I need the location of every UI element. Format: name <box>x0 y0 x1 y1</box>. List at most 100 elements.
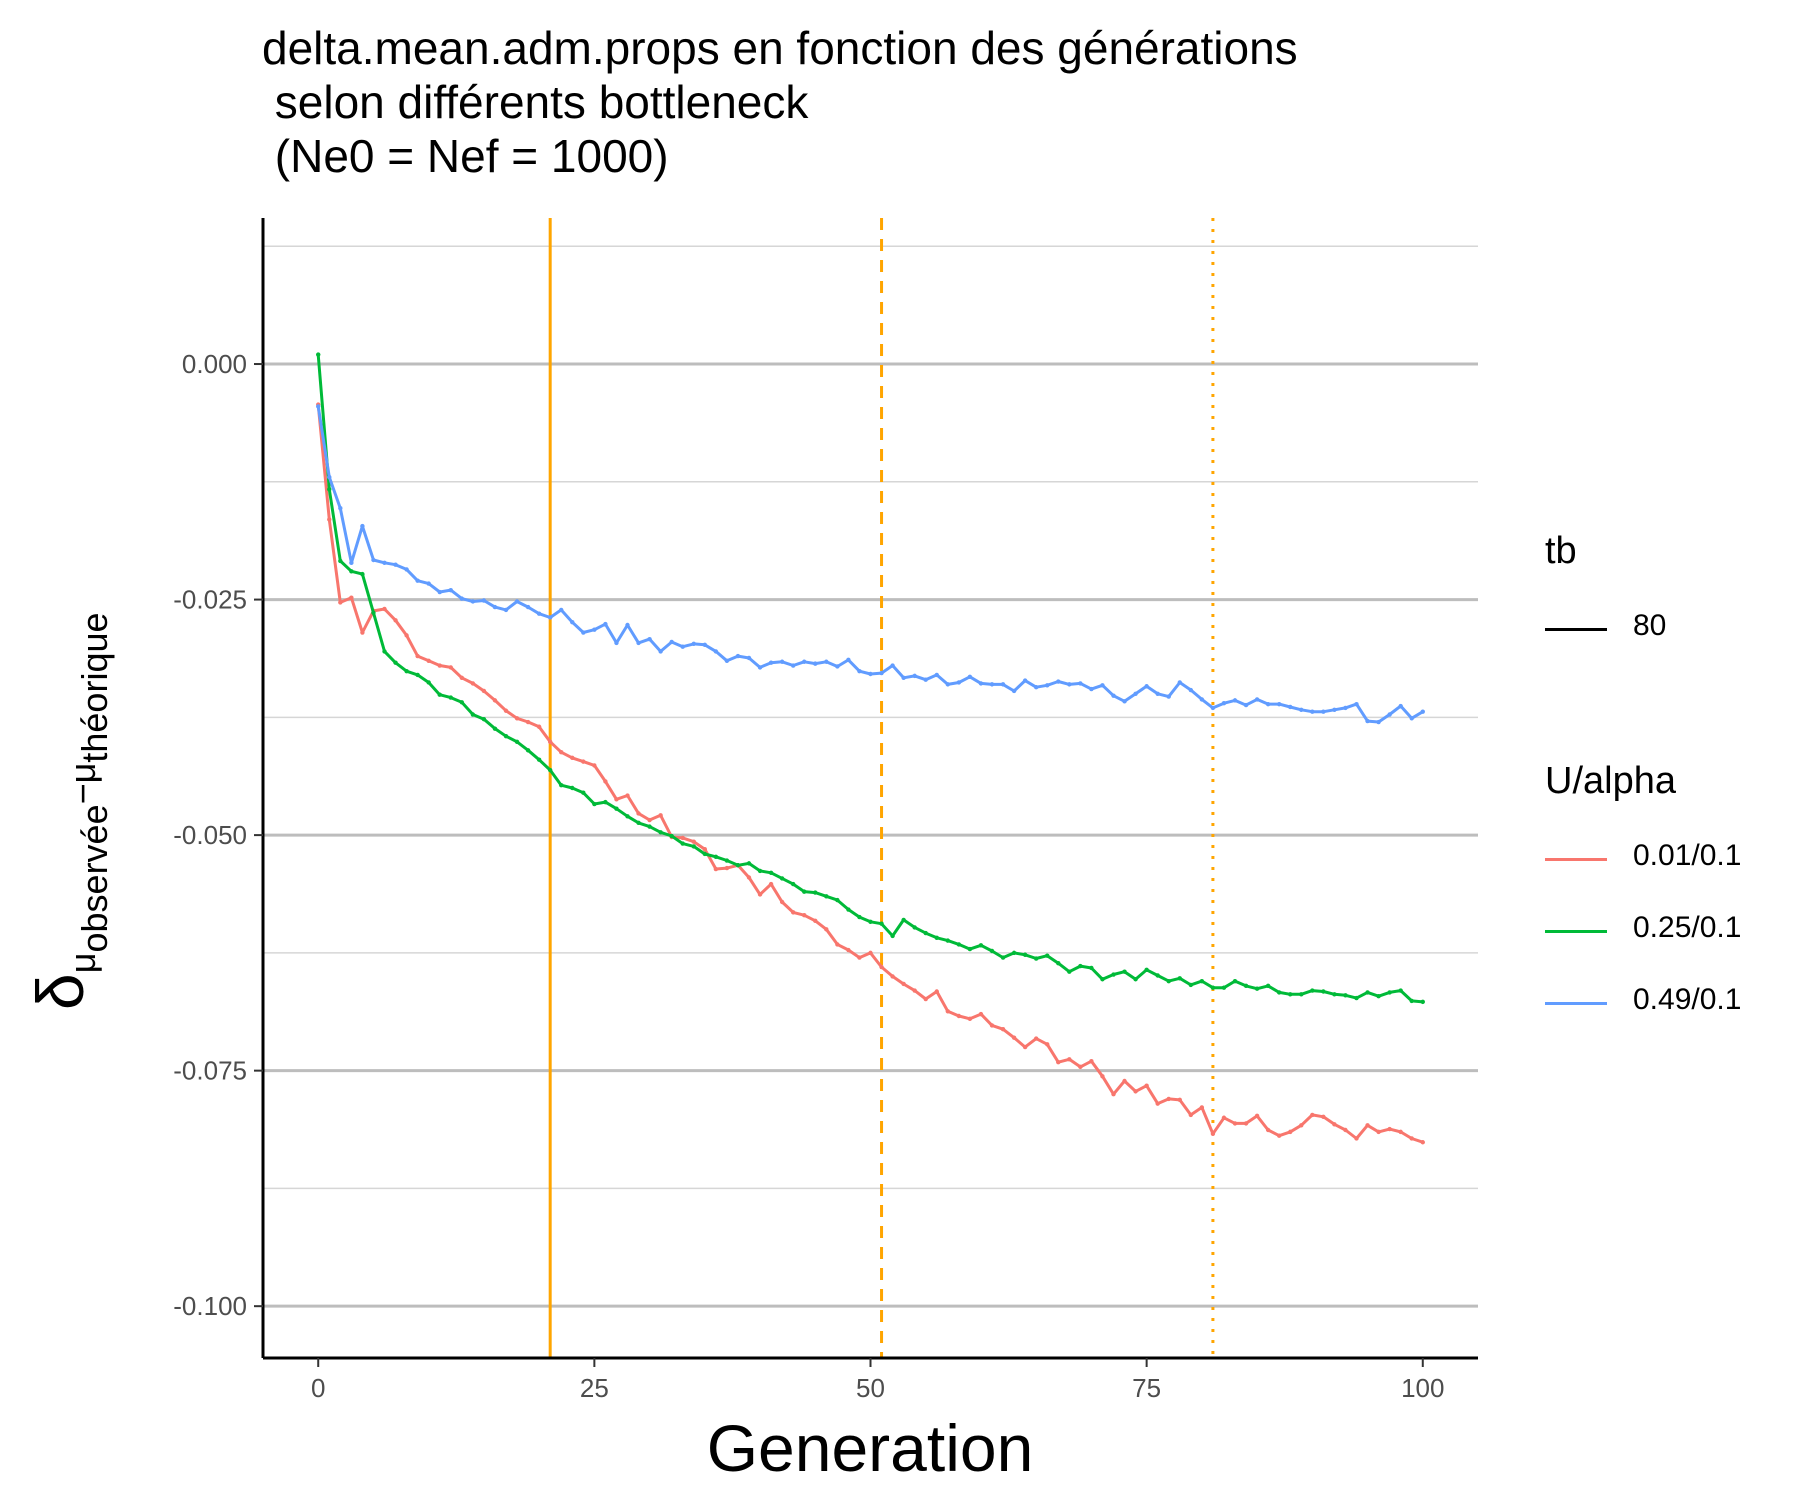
series-1-point <box>492 698 498 703</box>
series-2-point <box>393 660 398 665</box>
series-3-point <box>1299 707 1304 713</box>
series-2-point <box>1089 965 1094 971</box>
series-1-point <box>1210 1131 1216 1136</box>
ylab-mu2: μ <box>62 762 103 784</box>
legend-item-2: 0.25/0.1 <box>1545 907 1800 957</box>
title-line-2: selon différents bottleneck <box>262 76 809 128</box>
x-tick-label: 50 <box>856 1373 885 1403</box>
series-2-point <box>901 917 906 923</box>
series-3-point <box>1100 683 1105 688</box>
series-1-point <box>1056 1059 1061 1065</box>
series-1-point <box>1243 1121 1249 1126</box>
series-1-point <box>1000 1026 1006 1032</box>
series-3-point <box>338 505 343 511</box>
series-1-point <box>1232 1121 1238 1126</box>
series-2-point <box>669 833 674 839</box>
legend-label-2: 0.25/0.1 <box>1633 911 1742 944</box>
series-1-point <box>1254 1113 1260 1119</box>
series-2-point <box>1000 955 1006 960</box>
series-2-point <box>1067 969 1072 974</box>
series-1-point <box>1299 1123 1304 1128</box>
series-2-point <box>1133 977 1138 982</box>
series-3-point <box>1354 701 1359 707</box>
series-2-point <box>470 712 476 717</box>
series-3-point <box>989 682 995 687</box>
series-1-point <box>581 759 586 764</box>
series-2-point <box>857 914 862 920</box>
series-3-point <box>1343 705 1348 711</box>
series-3-point <box>1089 686 1094 692</box>
series-1-point <box>1409 1136 1414 1141</box>
x-axis-title: Generation <box>706 1411 1034 1485</box>
legend-label-1: 0.01/0.1 <box>1633 839 1742 872</box>
series-2-point <box>1409 998 1414 1004</box>
series-3-point <box>1243 702 1249 708</box>
series-1-point <box>1354 1136 1359 1141</box>
series-2-point <box>835 897 840 903</box>
series-1-point <box>360 630 365 635</box>
series-2-point <box>724 858 730 863</box>
series-2-point <box>647 824 652 829</box>
series-2-point <box>868 919 873 924</box>
series-1-point <box>1321 1114 1326 1120</box>
series-1-point <box>1111 1091 1116 1097</box>
series-2-point <box>603 799 608 805</box>
series-2-point <box>437 692 442 697</box>
series-2-point <box>1022 952 1028 957</box>
series-2-point <box>592 801 597 807</box>
series-2-point <box>956 942 962 947</box>
series-3-point <box>559 607 564 613</box>
series-2-point <box>846 907 851 912</box>
series-1-point <box>1122 1078 1127 1084</box>
series-1-point <box>1155 1101 1160 1106</box>
series-1-point <box>901 981 906 987</box>
x-tick-label: 25 <box>580 1373 609 1403</box>
series-2-point <box>813 890 818 895</box>
series-1-point <box>813 918 818 924</box>
series-1-point <box>349 595 354 600</box>
series-2-point <box>547 767 553 773</box>
series-2-point <box>1199 978 1205 984</box>
series-1-point <box>912 988 917 993</box>
series-3-point <box>779 659 785 664</box>
series-2-point <box>713 854 719 859</box>
series-1-point <box>868 950 873 956</box>
series-3-point <box>536 611 542 616</box>
legend-u-title: U/alpha <box>1545 760 1676 802</box>
series-3-point <box>327 474 332 480</box>
series-2-point <box>1288 992 1293 997</box>
series-3-point <box>360 523 365 529</box>
series-2-point <box>912 925 917 930</box>
series-2-point <box>1033 956 1039 961</box>
series-1-point <box>923 996 928 1002</box>
series-1-point <box>1398 1129 1403 1135</box>
series-3-point <box>1310 709 1315 714</box>
series-3-point <box>757 665 763 670</box>
series-1-point <box>603 779 608 784</box>
series-2-point <box>525 748 531 753</box>
x-tick-label: 75 <box>1132 1373 1161 1403</box>
series-2-point <box>1398 988 1403 993</box>
series-3-point <box>1199 697 1205 702</box>
series-3-point <box>824 659 829 664</box>
series-3-point <box>647 636 652 642</box>
series-1-point <box>1199 1105 1205 1110</box>
series-3-point <box>349 560 354 566</box>
series-1-point <box>647 817 652 823</box>
series-2-point <box>1254 986 1260 991</box>
series-3-point <box>890 663 895 668</box>
series-2-point <box>1155 973 1160 978</box>
series-1-point <box>1310 1112 1315 1118</box>
legend-tb-item: 80 <box>1545 605 1800 655</box>
title-line-1: delta.mean.adm.props en fonction des gén… <box>262 22 1298 74</box>
series-2-point <box>426 680 431 685</box>
series-2-point <box>459 700 465 705</box>
series-1-point <box>658 813 663 818</box>
y-tick-label: -0.025 <box>173 585 247 615</box>
series-3-point <box>1045 683 1050 688</box>
series-3-point <box>570 619 575 625</box>
series-2-point <box>1111 972 1116 977</box>
ylab-mu1: μ <box>62 952 103 974</box>
series-3-point <box>978 681 984 686</box>
